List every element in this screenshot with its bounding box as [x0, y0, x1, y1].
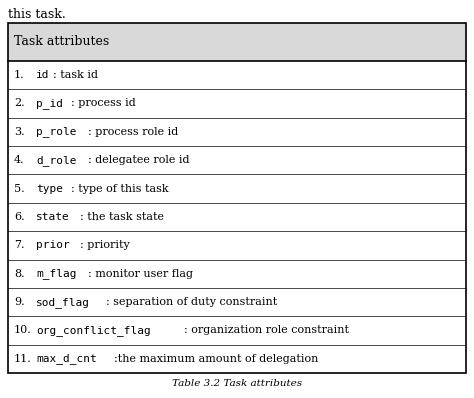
- Text: sod_flag: sod_flag: [36, 297, 90, 308]
- Text: : process role id: : process role id: [88, 127, 179, 137]
- Text: d_role: d_role: [36, 155, 76, 166]
- Text: : separation of duty constraint: : separation of duty constraint: [106, 297, 277, 307]
- Text: 4.: 4.: [14, 155, 25, 165]
- Text: 8.: 8.: [14, 269, 25, 279]
- Text: : organization role constraint: : organization role constraint: [184, 326, 349, 336]
- Text: 9.: 9.: [14, 297, 25, 307]
- Text: :the maximum amount of delegation: :the maximum amount of delegation: [114, 354, 319, 364]
- Text: state: state: [36, 212, 70, 222]
- Text: 10.: 10.: [14, 326, 32, 336]
- Text: 6.: 6.: [14, 212, 25, 222]
- Text: max_d_cnt: max_d_cnt: [36, 353, 97, 364]
- Text: id: id: [36, 70, 49, 80]
- Text: Task attributes: Task attributes: [14, 35, 109, 49]
- Text: p_id: p_id: [36, 98, 63, 109]
- Text: org_conflict_flag: org_conflict_flag: [36, 325, 151, 336]
- Text: Table 3.2 Task attributes: Table 3.2 Task attributes: [172, 379, 302, 388]
- Text: : priority: : priority: [80, 240, 129, 250]
- Text: type: type: [36, 183, 63, 193]
- Text: 2.: 2.: [14, 98, 25, 109]
- Bar: [8, 23, 466, 373]
- Text: this task.: this task.: [8, 8, 66, 21]
- Text: m_flag: m_flag: [36, 268, 76, 279]
- Text: 11.: 11.: [14, 354, 32, 364]
- Text: : task id: : task id: [54, 70, 99, 80]
- Text: : process id: : process id: [71, 98, 136, 109]
- Text: p_role: p_role: [36, 127, 76, 137]
- Bar: [8, 23, 466, 61]
- Text: : type of this task: : type of this task: [71, 183, 168, 193]
- Text: : delegatee role id: : delegatee role id: [88, 155, 190, 165]
- Text: : monitor user flag: : monitor user flag: [88, 269, 193, 279]
- Text: 5.: 5.: [14, 183, 25, 193]
- Text: prior: prior: [36, 240, 70, 250]
- Bar: [8, 61, 466, 373]
- Text: 7.: 7.: [14, 240, 25, 250]
- Text: 1.: 1.: [14, 70, 25, 80]
- Text: 3.: 3.: [14, 127, 25, 137]
- Text: : the task state: : the task state: [80, 212, 164, 222]
